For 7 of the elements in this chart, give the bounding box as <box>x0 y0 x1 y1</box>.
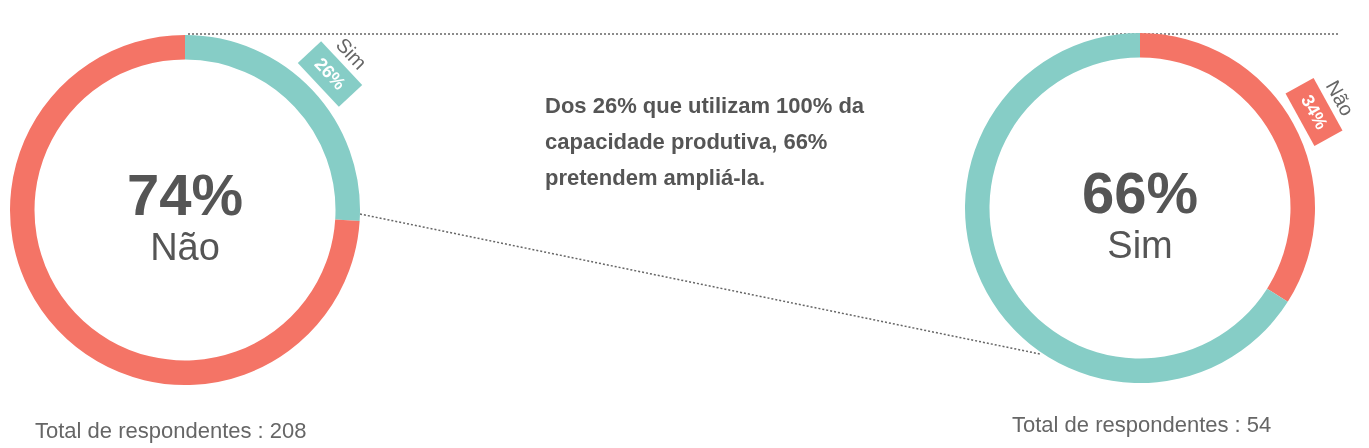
text: Total de respondentes : 54 <box>1012 412 1272 438</box>
data-label: 66% <box>1081 160 1199 225</box>
text: Total de respondentes : 208 <box>35 418 307 444</box>
slice-label: Sim <box>1107 224 1173 266</box>
data-label: 74% <box>126 162 244 227</box>
text: Dos 26% que utilizam 100% da capacidade produtiva, 66% pretendem ampliá-la. <box>545 92 866 192</box>
slice-label: Não <box>150 226 220 268</box>
